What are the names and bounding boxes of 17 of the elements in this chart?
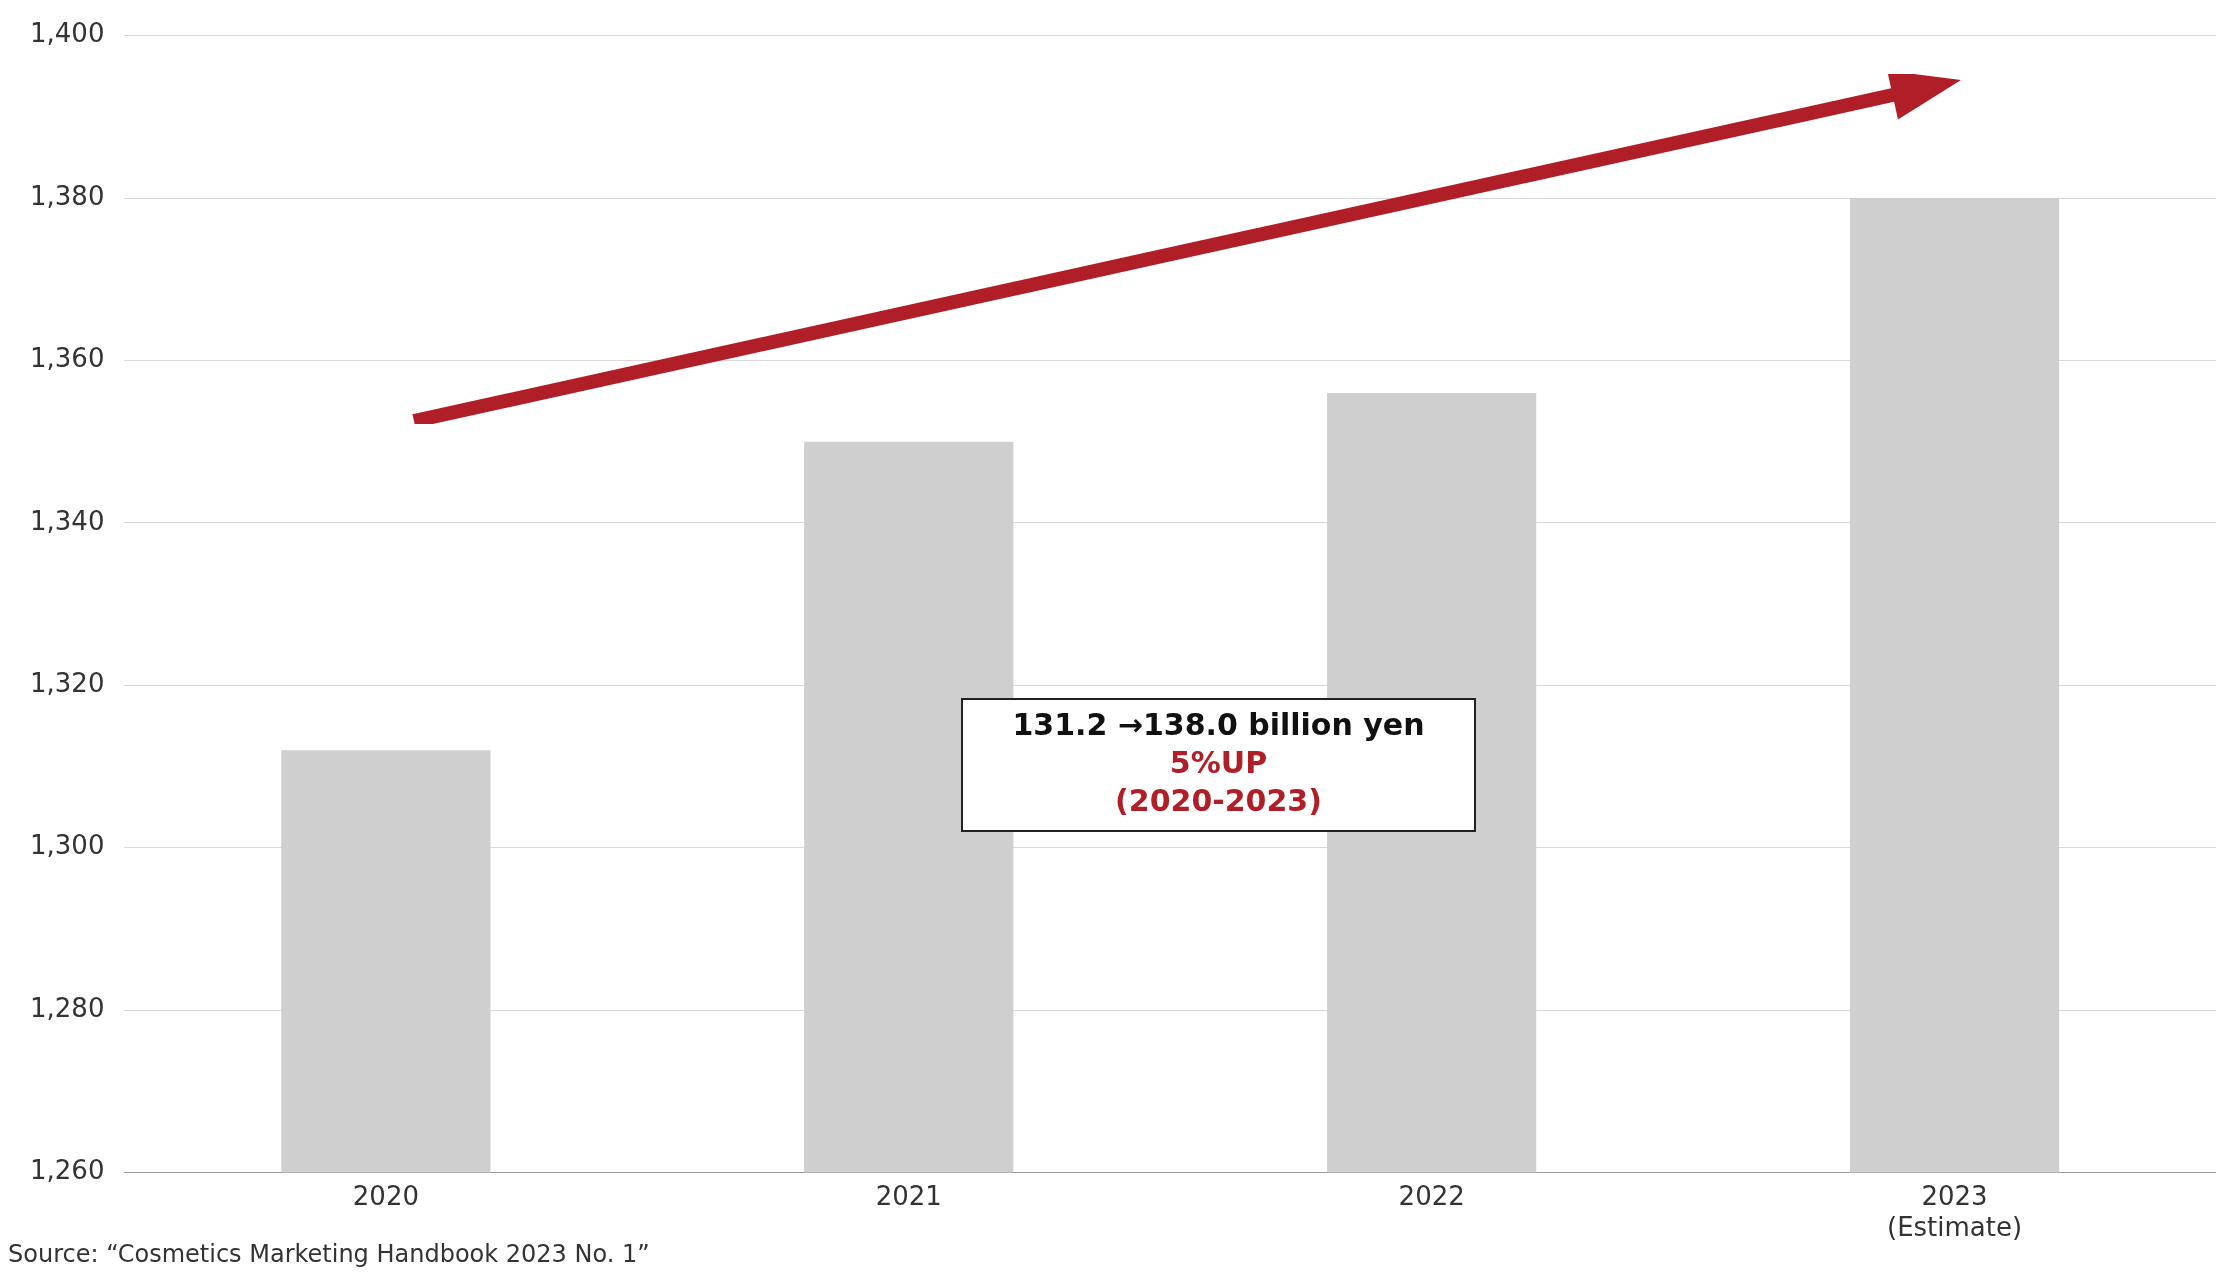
y-tick-label: 1,340 bbox=[30, 505, 105, 536]
x-tick-label: 2020 bbox=[352, 1180, 419, 1211]
y-tick-label: 1,360 bbox=[30, 343, 105, 374]
y-tick-label: 1,320 bbox=[30, 668, 105, 699]
note-box: 131.2 →138.0 billion yen 5%UP (2020-2023) bbox=[961, 698, 1476, 832]
source-note: Source: “Cosmetics Marketing Handbook 2023 No. 1” bbox=[8, 1240, 650, 1268]
annotation: 131.2 →138.0 billion yen bbox=[1011, 706, 1426, 744]
x-tick-label: 2021 bbox=[875, 1180, 942, 1211]
x-tick-label: 2023 (Estimate) bbox=[1886, 1180, 2023, 1243]
x-tick-label: 2022 bbox=[1398, 1180, 1465, 1211]
annotation: 5%UP bbox=[1168, 744, 1269, 782]
annotation: (2020-2023) bbox=[1114, 782, 1323, 820]
y-tick-label: 1,280 bbox=[30, 992, 105, 1023]
y-tick-label: 1,380 bbox=[30, 180, 105, 211]
y-tick-label: 1,300 bbox=[30, 830, 105, 861]
y-tick-label: 1,400 bbox=[30, 18, 105, 49]
y-tick-label: 1,260 bbox=[30, 1155, 105, 1186]
